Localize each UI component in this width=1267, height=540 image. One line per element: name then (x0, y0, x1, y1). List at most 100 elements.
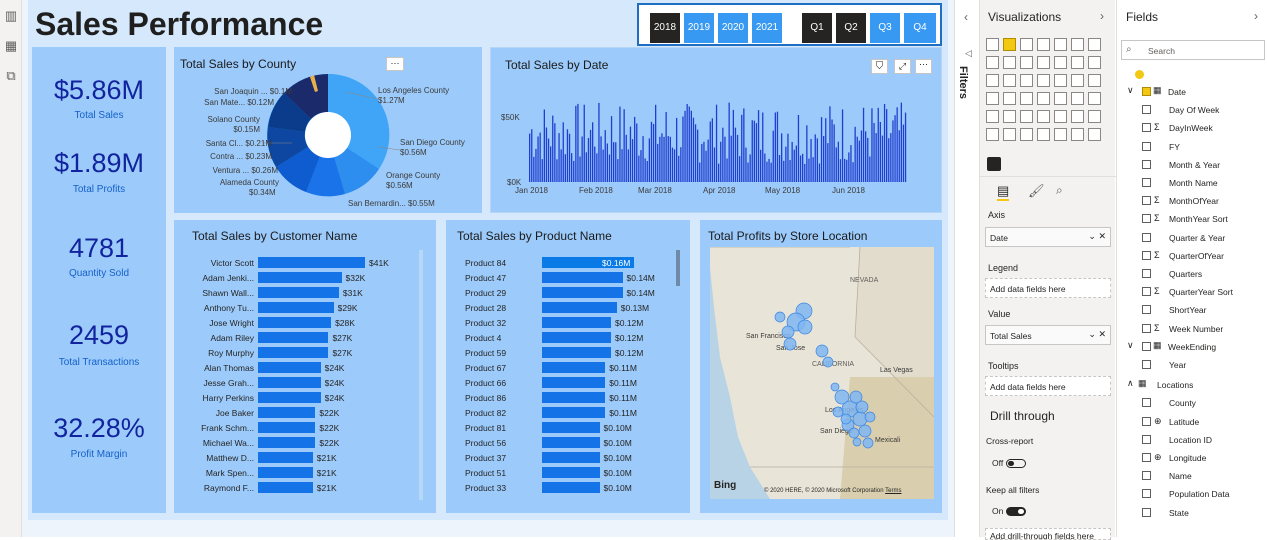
date-bar[interactable] (568, 133, 571, 182)
product-row[interactable]: Product 56 $0.10M (446, 436, 676, 450)
date-bar[interactable] (827, 143, 829, 182)
date-bar[interactable] (703, 141, 705, 182)
field-checkbox[interactable] (1142, 416, 1151, 426)
product-row[interactable]: Product 51 $0.10M (446, 466, 676, 480)
date-bar[interactable] (579, 156, 581, 183)
date-bar[interactable] (860, 130, 863, 183)
date-bar[interactable] (671, 147, 674, 182)
date-bar[interactable] (545, 127, 548, 183)
date-bar[interactable] (816, 138, 818, 182)
date-bar[interactable] (650, 121, 653, 182)
date-bar[interactable] (799, 155, 802, 183)
field-checkbox[interactable] (1142, 214, 1151, 224)
customer-row[interactable]: Harry Perkins $24K (174, 391, 419, 405)
fields-tab-icon[interactable]: ▤ (997, 183, 1010, 201)
date-bar[interactable] (734, 127, 737, 182)
date-bar[interactable] (892, 120, 894, 182)
field-checkbox[interactable] (1142, 87, 1151, 96)
date-bar[interactable] (577, 103, 579, 182)
date-bar[interactable] (881, 135, 884, 182)
field-checkbox[interactable] (1142, 434, 1151, 444)
chevron-right-icon[interactable]: › (1100, 9, 1104, 23)
visual-type-icon[interactable] (986, 56, 999, 69)
date-bar[interactable] (564, 154, 566, 182)
date-bar[interactable] (894, 115, 896, 182)
location-bubble[interactable] (774, 311, 786, 323)
date-bar[interactable] (766, 161, 768, 182)
date-bar[interactable] (904, 112, 907, 182)
product-bar[interactable] (542, 347, 611, 358)
date-bar[interactable] (613, 142, 615, 182)
visual-type-icon[interactable] (1003, 74, 1016, 87)
date-bar[interactable] (659, 136, 661, 182)
visual-type-icon[interactable] (1003, 110, 1016, 123)
product-bar[interactable] (542, 482, 600, 493)
field-item[interactable]: Month & Year (1120, 158, 1265, 174)
date-bar[interactable] (890, 133, 892, 182)
chevron-down-icon[interactable]: ∨ (1127, 85, 1134, 95)
date-bar[interactable] (747, 162, 749, 183)
location-bubble[interactable] (815, 344, 829, 358)
date-bar[interactable] (718, 163, 720, 182)
date-bar[interactable] (732, 109, 734, 182)
date-bar[interactable] (852, 162, 854, 182)
value-well[interactable]: Total Sales ⌄ ✕ (985, 325, 1111, 345)
customer-row[interactable]: Anthony Tu... $29K (174, 301, 419, 315)
customer-row[interactable]: Roy Murphy $27K (174, 346, 419, 360)
date-bar[interactable] (823, 136, 825, 182)
field-item[interactable]: ⊕ Longitude (1120, 451, 1265, 467)
sales-by-product-visual[interactable]: Total Sales by Product Name Product 84 $0… (446, 220, 690, 513)
date-bar[interactable] (837, 141, 839, 182)
more-options-icon[interactable]: ⋯ (915, 59, 932, 74)
field-checkbox[interactable] (1142, 250, 1151, 260)
visual-type-icon[interactable] (1020, 74, 1033, 87)
visual-type-icon[interactable] (1054, 74, 1067, 87)
product-row[interactable]: Product 4 $0.12M (446, 331, 676, 345)
field-item[interactable]: Σ QuarterYear Sort (1120, 285, 1265, 301)
date-bar[interactable] (856, 136, 858, 182)
quarter-q1-button[interactable]: Q1 (802, 13, 832, 43)
customer-row[interactable]: Adam Jenki... $32K (174, 271, 419, 285)
location-bubble[interactable] (864, 411, 876, 423)
date-bar[interactable] (669, 136, 671, 182)
field-checkbox[interactable] (1142, 453, 1151, 462)
date-bar[interactable] (776, 111, 779, 182)
location-bubble[interactable] (862, 437, 874, 449)
product-bar[interactable] (542, 437, 600, 448)
date-bar[interactable] (619, 106, 621, 182)
date-bar[interactable] (583, 104, 585, 182)
date-bar[interactable] (648, 138, 650, 182)
field-checkbox[interactable] (1142, 141, 1151, 151)
field-item[interactable]: Quarters (1120, 267, 1265, 283)
customer-bar[interactable] (258, 287, 339, 298)
date-bar[interactable] (543, 109, 545, 183)
date-bar[interactable] (867, 137, 869, 182)
remove-field-icon[interactable]: ⌄ ✕ (1088, 329, 1106, 339)
date-bar[interactable] (541, 159, 543, 182)
visual-type-icon[interactable] (986, 92, 999, 105)
visual-type-icon[interactable] (1037, 56, 1050, 69)
visual-type-icon[interactable] (1054, 110, 1067, 123)
custom-visual-icon[interactable] (987, 157, 1001, 171)
date-bar[interactable] (539, 132, 541, 182)
field-item[interactable]: ⊕ Latitude (1120, 415, 1265, 431)
visual-type-icon[interactable] (1020, 128, 1033, 141)
quarter-q4-button[interactable]: Q4 (904, 13, 936, 43)
customer-row[interactable]: Adam Riley $27K (174, 331, 419, 345)
date-bar[interactable] (879, 122, 881, 182)
date-bar[interactable] (789, 160, 791, 182)
date-bar[interactable] (846, 159, 848, 182)
format-tab-icon[interactable]: 🖌 (1028, 183, 1045, 198)
more-options-icon[interactable]: ⋯ (386, 57, 404, 71)
date-bar[interactable] (791, 141, 793, 182)
date-bar[interactable] (877, 107, 879, 182)
visual-type-icon[interactable] (1054, 38, 1067, 51)
visual-type-icon[interactable] (1071, 128, 1084, 141)
product-bar[interactable] (542, 377, 606, 388)
date-bar[interactable] (587, 138, 590, 182)
date-bar[interactable] (850, 145, 852, 182)
date-bar[interactable] (728, 102, 730, 182)
customer-bar[interactable] (258, 482, 313, 493)
date-bar[interactable] (665, 112, 667, 182)
customer-row[interactable]: Alan Thomas $24K (174, 361, 419, 375)
